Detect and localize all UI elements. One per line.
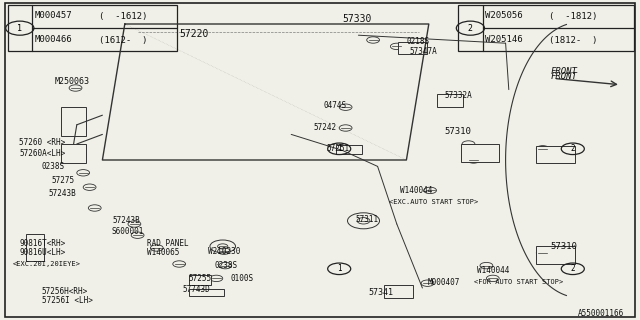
- Bar: [61, 107, 86, 136]
- Text: W140044: W140044: [400, 186, 433, 195]
- Text: W205056: W205056: [485, 12, 523, 20]
- Text: 57347A: 57347A: [410, 47, 437, 56]
- Text: 57251: 57251: [326, 144, 349, 153]
- Text: 57255: 57255: [189, 274, 212, 283]
- Text: 57220: 57220: [179, 28, 209, 39]
- Text: 57243B: 57243B: [48, 189, 76, 198]
- Text: M000407: M000407: [428, 278, 460, 287]
- Text: W140044: W140044: [477, 266, 509, 275]
- Text: (1612-  ): (1612- ): [99, 36, 148, 44]
- Text: S600001: S600001: [112, 228, 145, 236]
- Text: 57260 <RH>: 57260 <RH>: [19, 138, 65, 147]
- Text: 2: 2: [570, 144, 575, 153]
- Text: <FOR AUTO START STOP>: <FOR AUTO START STOP>: [474, 279, 563, 284]
- Text: 57243B: 57243B: [112, 216, 140, 225]
- Text: 57242: 57242: [314, 124, 337, 132]
- Bar: [398, 42, 427, 54]
- Text: W210230: W210230: [208, 247, 241, 256]
- Text: M250063: M250063: [54, 77, 90, 86]
- Text: FRONT: FRONT: [550, 72, 577, 81]
- Text: <EXC.20I,20IEYE>: <EXC.20I,20IEYE>: [13, 261, 81, 267]
- Text: 0218S: 0218S: [406, 37, 429, 46]
- Text: A550001166: A550001166: [578, 309, 624, 318]
- Text: 2: 2: [570, 264, 575, 273]
- Bar: [189, 275, 211, 285]
- Text: 57311: 57311: [355, 215, 378, 224]
- Bar: [536, 246, 575, 264]
- Bar: [336, 145, 362, 154]
- Text: 57275: 57275: [51, 176, 74, 185]
- Text: 0238S: 0238S: [214, 261, 237, 270]
- Text: 57256I <LH>: 57256I <LH>: [42, 296, 92, 305]
- Text: 57743D: 57743D: [182, 285, 210, 294]
- Text: 57260A<LH>: 57260A<LH>: [19, 149, 65, 158]
- Text: (1812-  ): (1812- ): [549, 36, 598, 44]
- Text: 57256H<RH>: 57256H<RH>: [42, 287, 88, 296]
- Text: M000466: M000466: [35, 36, 72, 44]
- Text: W140065: W140065: [147, 248, 180, 257]
- Text: 1: 1: [337, 144, 342, 153]
- Text: 57310: 57310: [445, 127, 472, 136]
- Text: <EXC.AUTO START STOP>: <EXC.AUTO START STOP>: [389, 199, 478, 204]
- Bar: [461, 144, 499, 162]
- Text: 57310: 57310: [550, 242, 577, 251]
- Text: W205146: W205146: [485, 36, 523, 44]
- Bar: [26, 234, 44, 261]
- Text: (  -1812): ( -1812): [549, 12, 598, 20]
- Text: 57341: 57341: [368, 288, 393, 297]
- Bar: [458, 5, 634, 51]
- Bar: [8, 5, 177, 51]
- Text: 0100S: 0100S: [230, 274, 253, 283]
- Bar: [437, 94, 463, 107]
- Bar: [384, 285, 413, 298]
- Text: 90816U<LH>: 90816U<LH>: [19, 248, 65, 257]
- Text: M000457: M000457: [35, 12, 72, 20]
- Text: 2: 2: [468, 24, 473, 33]
- Text: 0238S: 0238S: [42, 162, 65, 171]
- Text: 0474S: 0474S: [323, 101, 346, 110]
- Text: FRONT: FRONT: [550, 68, 577, 76]
- Bar: [189, 289, 224, 296]
- Text: 57330: 57330: [342, 14, 372, 24]
- Text: 1: 1: [17, 24, 22, 33]
- Text: 1: 1: [337, 264, 342, 273]
- Text: (  -1612): ( -1612): [99, 12, 148, 20]
- Text: 90816T<RH>: 90816T<RH>: [19, 239, 65, 248]
- Bar: [536, 146, 575, 163]
- Text: 57332A: 57332A: [445, 92, 472, 100]
- Text: RAD PANEL: RAD PANEL: [147, 239, 189, 248]
- Bar: [61, 144, 86, 163]
